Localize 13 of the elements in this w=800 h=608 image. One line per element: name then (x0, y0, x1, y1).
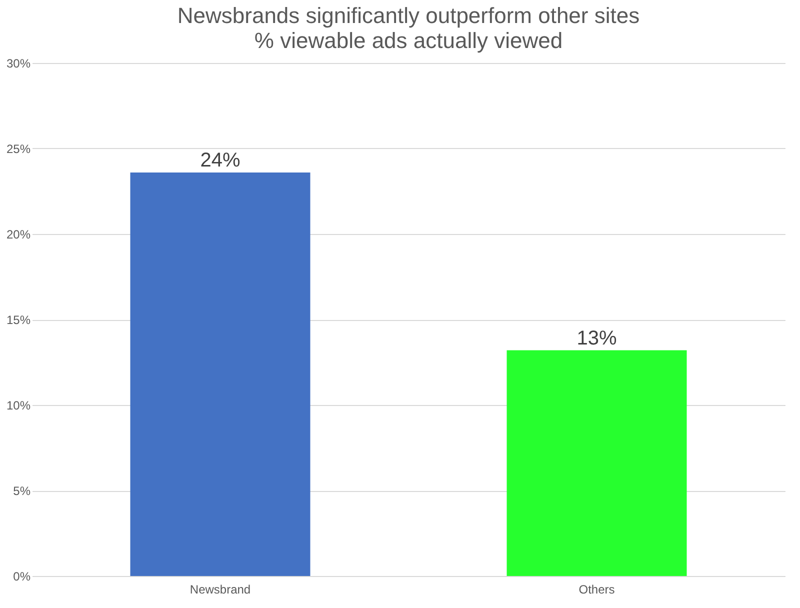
y-tick-label: 10% (6, 398, 31, 412)
data-label: 13% (576, 327, 617, 350)
y-tick-label: 15% (6, 313, 31, 327)
chart-title: Newsbrands significantly outperform other sites (177, 3, 640, 28)
data-label: 24% (200, 149, 240, 172)
y-tick-label: 0% (13, 570, 31, 584)
chart-subtitle: % viewable ads actually viewed (254, 28, 563, 53)
x-tick-label: Newsbrand (190, 582, 251, 596)
y-tick-label: 20% (6, 228, 31, 242)
x-tick-label: Others (578, 582, 615, 596)
y-tick-label: 5% (13, 484, 31, 498)
y-tick-label: 25% (6, 142, 31, 156)
y-tick-label: 30% (6, 56, 31, 70)
